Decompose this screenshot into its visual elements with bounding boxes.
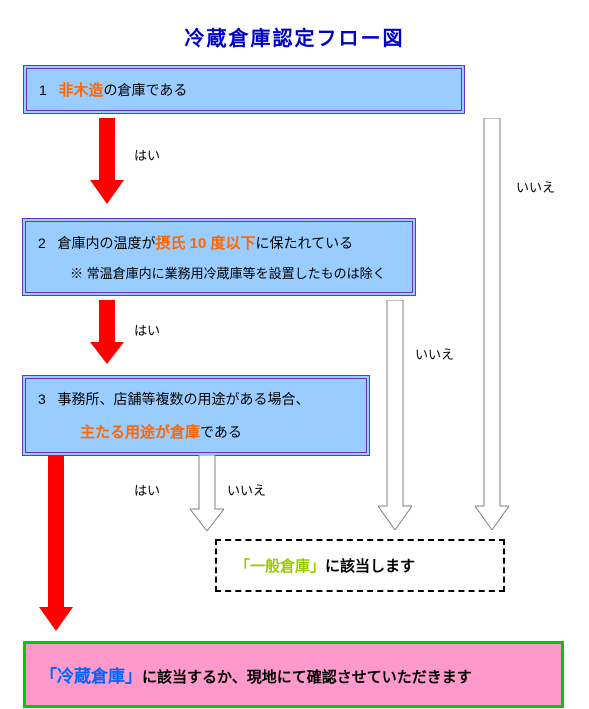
arrow-no-2 (378, 300, 412, 530)
label-no-2: いいえ (415, 344, 454, 363)
box2-pre: 倉庫内の温度が (57, 235, 155, 251)
arrow-no-3 (190, 455, 224, 531)
flow-box-2: 2 倉庫内の温度が摂氏 10 度以下に保たれている ※ 常温倉庫内に業務用冷蔵庫… (22, 218, 416, 296)
flow-box-3: 3 事務所、店舗等複数の用途がある場合、 主たる用途が倉庫である (22, 375, 370, 456)
box2-emphasis: 摂氏 10 度以下 (155, 235, 255, 252)
result-general-box: 「一般倉庫」に該当します (215, 539, 505, 592)
flowchart-title: 冷蔵倉庫認定フロー図 (0, 0, 589, 65)
flow-box-1: 1 非木造の倉庫である (23, 65, 465, 114)
result-general-kw: 「一般倉庫」 (235, 558, 325, 575)
result-final-kw: 「冷蔵倉庫」 (40, 667, 142, 686)
box1-rest: の倉庫である (103, 82, 187, 98)
box1-num: 1 (39, 82, 47, 98)
arrow-yes-1 (90, 118, 124, 204)
box2-note: ※ 常温倉庫内に業務用冷蔵庫等を設置したものは除く (38, 263, 400, 282)
label-yes-3: はい (134, 480, 160, 499)
result-general-rest: に該当します (325, 558, 415, 575)
box3-emphasis: 主たる用途が倉庫 (80, 424, 200, 441)
box3-post: である (200, 424, 242, 440)
box3-num: 3 (38, 391, 46, 407)
label-no-3: いいえ (227, 480, 266, 499)
box2-num: 2 (38, 235, 46, 251)
box1-emphasis: 非木造 (58, 82, 103, 99)
arrow-no-1 (475, 118, 509, 530)
result-final-rest: に該当するか、現地にて確認させていただきます (142, 669, 472, 686)
label-yes-1: はい (134, 145, 160, 164)
label-yes-2: はい (134, 320, 160, 339)
box3-line1: 事務所、店舗等複数の用途がある場合、 (57, 391, 309, 407)
box2-post: に保たれている (256, 235, 354, 251)
arrow-yes-3 (39, 455, 73, 631)
result-final-box: 「冷蔵倉庫」に該当するか、現地にて確認させていただきます (23, 641, 564, 708)
label-no-1: いいえ (516, 177, 555, 196)
arrow-yes-2 (90, 300, 124, 364)
